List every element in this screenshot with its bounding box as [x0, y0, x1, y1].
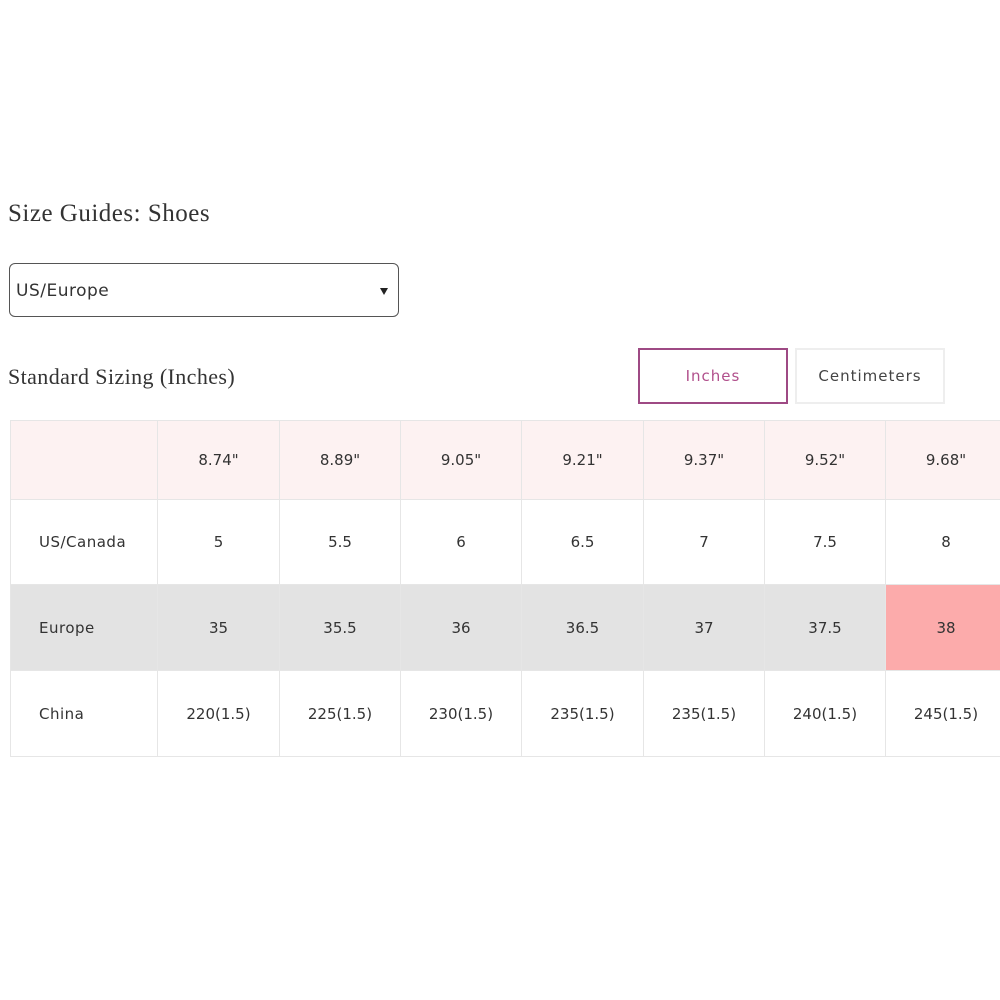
table-cell: 220(1.5) — [158, 671, 280, 757]
table-cell: 36 — [401, 585, 522, 671]
table-cell: 6 — [401, 500, 522, 585]
table-cell: 225(1.5) — [280, 671, 401, 757]
row-label: Europe — [10, 585, 158, 671]
table-cell: 7.5 — [765, 500, 886, 585]
column-header: 9.52" — [765, 420, 886, 500]
highlighted-cell: 38 — [886, 585, 1000, 671]
table-cell: 230(1.5) — [401, 671, 522, 757]
table-cell: 245(1.5) — [886, 671, 1000, 757]
select-arrow — [380, 288, 388, 295]
table-cell: 235(1.5) — [522, 671, 644, 757]
select-value: US/Europe — [16, 281, 110, 301]
column-header: 9.21" — [522, 420, 644, 500]
section-title: Standard Sizing (Inches) — [8, 364, 236, 389]
size-table: 8.74" 8.89" 9.05" 9.21" 9.37" 9.52" 9.68" US/Ca… — [10, 420, 1000, 758]
region-select[interactable]: US/Europe — [9, 263, 399, 317]
table-cell: 240(1.5) — [765, 671, 886, 757]
column-header: 9.37" — [644, 420, 765, 500]
column-header: 9.68" — [886, 420, 1000, 500]
column-header: 9.05" — [401, 420, 522, 500]
table-cell: 7 — [644, 500, 765, 585]
table-cell: 235(1.5) — [644, 671, 765, 757]
table-cell: 35 — [158, 585, 280, 671]
page-title: Size Guides: Shoes — [8, 200, 211, 227]
header-cell — [10, 420, 158, 500]
row-label: China — [10, 671, 158, 757]
table-cell: 5.5 — [280, 500, 401, 585]
unit-tab[interactable]: Centimeters — [795, 348, 945, 404]
table-cell: 8 — [886, 500, 1000, 585]
table-cell: 37 — [644, 585, 765, 671]
column-header: 8.74" — [158, 420, 280, 500]
table-cell: 6.5 — [522, 500, 644, 585]
table-cell: 5 — [158, 500, 280, 585]
column-header: 8.89" — [280, 420, 401, 500]
table-cell: 35.5 — [280, 585, 401, 671]
unit-tab[interactable]: Inches — [638, 348, 788, 404]
table-cell: 37.5 — [765, 585, 886, 671]
table-cell: 36.5 — [522, 585, 644, 671]
row-label: US/Canada — [10, 500, 158, 585]
